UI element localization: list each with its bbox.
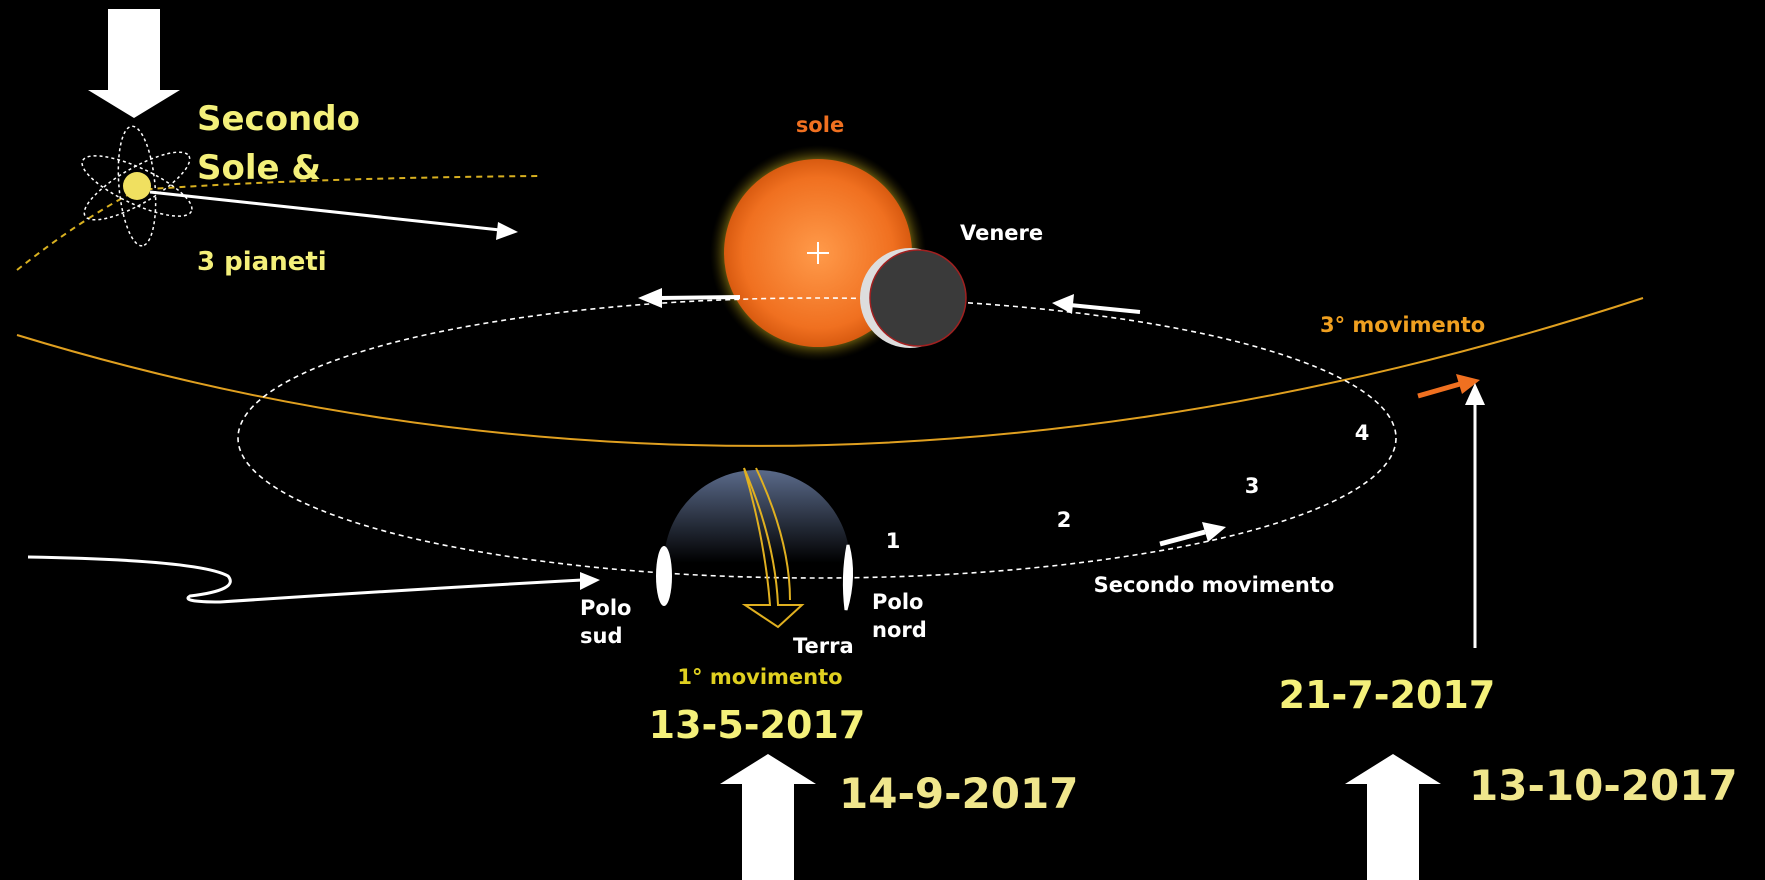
sun-label: sole — [796, 113, 844, 137]
wave-arrow-head — [580, 572, 600, 590]
date-label: 13-10-2017 — [1469, 761, 1738, 810]
arrow-line — [150, 192, 500, 230]
second-sun — [123, 172, 151, 200]
down-arrow — [88, 9, 180, 118]
date-label: 21-7-2017 — [1279, 673, 1496, 717]
earth-label: Terra — [793, 634, 854, 658]
wave-line — [28, 557, 582, 602]
step-label: 1 — [886, 529, 901, 553]
step-label: 3 — [1245, 474, 1260, 498]
big-up-arrow — [1345, 754, 1441, 880]
second-sun-label: Secondo — [197, 99, 360, 139]
big-up-arrow — [720, 754, 816, 880]
date-label: 13-5-2017 — [649, 703, 866, 747]
planets-label: 3 pianeti — [197, 247, 327, 277]
south-pole-label: sud — [580, 624, 622, 648]
orange-arrow — [1418, 384, 1460, 396]
arrow-head — [496, 222, 518, 240]
page: Secondo Sole & 3 pianeti sole Venere 3° … — [0, 0, 1765, 880]
south-pole — [656, 546, 672, 606]
north-pole — [844, 545, 851, 610]
date-label: 14-9-2017 — [839, 769, 1078, 818]
venus — [870, 250, 966, 346]
step-label: 2 — [1057, 508, 1072, 532]
step-label: 4 — [1355, 421, 1370, 445]
north-pole-label: Polo — [872, 590, 923, 614]
north-pole-label: nord — [872, 618, 927, 642]
second-movement-label: Secondo movimento — [1094, 573, 1335, 597]
first-movement-label: 1° movimento — [677, 665, 842, 689]
venus-label: Venere — [960, 221, 1043, 245]
diagram: Secondo Sole & 3 pianeti sole Venere 3° … — [0, 0, 1765, 880]
third-movement-label: 3° movimento — [1320, 313, 1485, 337]
south-pole-label: Polo — [580, 596, 631, 620]
second-sun-label: Sole & — [197, 148, 321, 188]
